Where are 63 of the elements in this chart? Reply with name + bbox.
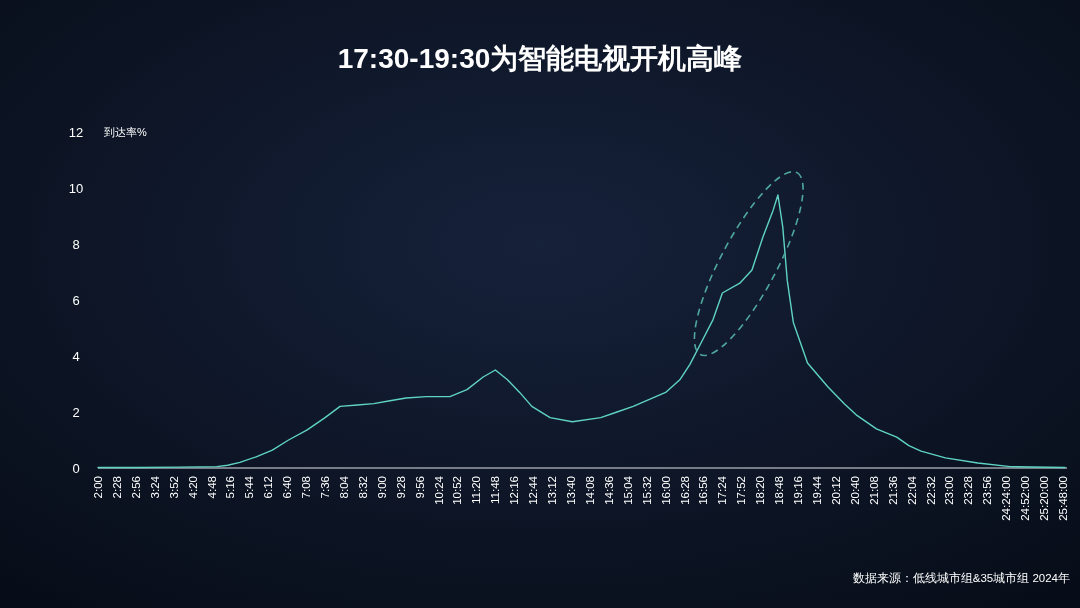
y-tick-label: 2 [72,405,80,420]
y-tick-label: 10 [68,181,84,196]
y-tick-label: 0 [72,461,80,476]
x-tick-label: 24:52:00 [1019,476,1032,521]
y-tick-label: 8 [72,237,80,252]
x-tick-label: 9:56 [413,476,426,499]
x-tick-label: 4:20 [186,476,199,499]
x-tick-label: 20:40 [848,476,861,505]
y-tick-label: 6 [72,293,80,308]
x-tick-label: 6:40 [281,476,294,499]
y-tick-label: 12 [68,125,84,140]
chart-title: 17:30-19:30为智能电视开机高峰 [337,43,743,74]
line-series [97,194,1066,469]
x-tick-label: 8:04 [337,475,350,499]
x-tick-label: 16:28 [678,476,691,505]
x-tick-label: 20:12 [829,476,842,505]
x-tick-label: 25:20:00 [1038,476,1051,521]
x-tick-label: 24:24:00 [1000,476,1013,521]
y-tick-label: 4 [72,349,80,364]
x-tick-label: 25:48:00 [1056,476,1069,521]
x-tick-label: 6:12 [262,476,275,499]
x-tick-label: 4:48 [205,476,218,499]
x-tick-label: 17:52 [735,476,748,505]
x-tick-label: 15:04 [621,475,634,505]
x-tick-label: 21:08 [867,476,880,505]
x-tick-label: 2:00 [92,476,104,499]
x-tick-label: 18:20 [754,476,767,505]
x-tick-label: 2:56 [129,476,142,499]
x-tick-label: 22:32 [924,476,937,505]
x-tick-label: 11:20 [470,476,483,504]
x-tick-label: 3:24 [148,475,161,499]
x-tick-label: 17:24 [716,475,729,505]
x-tick-label: 16:00 [659,476,672,505]
x-tick-label: 2:28 [110,476,123,499]
x-tick-label: 9:00 [375,476,388,499]
x-tick-label: 23:28 [962,476,975,505]
x-tick-label: 10:24 [432,475,445,505]
x-tick-label: 11:48 [489,476,502,504]
x-tick-label: 22:04 [905,475,918,505]
x-tick-label: 7:36 [319,476,332,499]
x-tick-label: 3:52 [167,476,180,499]
x-tick-label: 5:16 [224,476,237,499]
x-tick-label: 19:16 [792,476,805,505]
x-tick-label: 8:32 [356,476,369,499]
x-tick-label: 9:28 [394,476,407,499]
x-tick-label: 15:32 [640,476,653,505]
x-tick-label: 18:48 [773,476,786,505]
x-tick-label: 23:00 [943,476,956,505]
x-tick-label: 5:44 [243,475,256,499]
x-tick-label: 10:52 [451,476,464,505]
x-tick-label: 23:56 [981,476,994,505]
x-tick-label: 13:40 [565,476,578,505]
x-tick-label: 16:56 [697,476,710,505]
x-tick-label: 12:44 [527,475,540,505]
x-tick-label: 12:16 [508,476,521,505]
x-tick-label: 19:44 [810,475,823,505]
x-tick-label: 7:08 [300,476,313,499]
x-tick-label: 14:36 [602,476,615,505]
x-tick-label: 13:12 [546,476,559,505]
y-axis-title: 到达率% [104,126,147,138]
x-tick-label: 21:36 [886,476,899,505]
x-tick-label: 14:08 [583,476,596,505]
source-note: 数据来源：低线城市组&35城市组 2024年 [852,571,1070,584]
